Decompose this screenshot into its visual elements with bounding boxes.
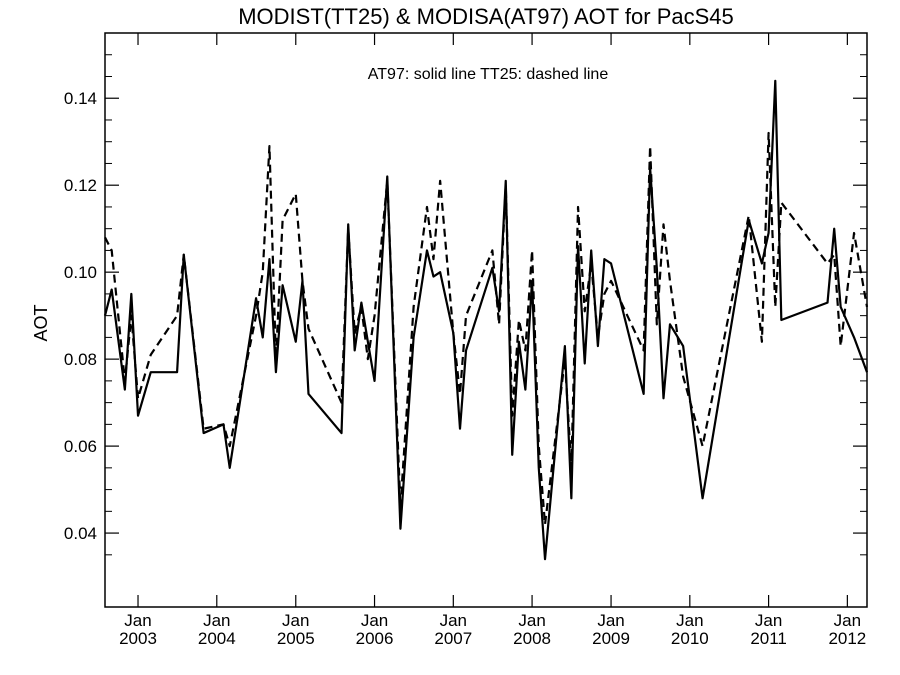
y-axis: 0.04 0.06 0.08 0.10 0.12 0.14: [64, 54, 867, 556]
x-tick-label-month: Jan: [361, 611, 388, 630]
x-axis: Jan2003Jan2004Jan2005Jan2006Jan2007Jan20…: [119, 33, 866, 648]
x-tick-label-year: 2006: [356, 629, 394, 648]
y-tick-label: 0.12: [64, 176, 97, 195]
x-tick-label-month: Jan: [518, 611, 545, 630]
line-style-annotation: AT97: solid line TT25: dashed line: [368, 66, 609, 83]
chart-title: MODIST(TT25) & MODISA(AT97) AOT for PacS…: [238, 4, 734, 29]
x-tick-label-year: 2010: [671, 629, 709, 648]
x-tick-label-year: 2011: [750, 629, 787, 648]
x-tick-label-year: 2012: [828, 629, 866, 648]
x-tick-label-month: Jan: [203, 611, 230, 630]
y-tick-label: 0.08: [64, 350, 97, 369]
x-tick-label-year: 2003: [119, 629, 157, 648]
y-tick-label: 0.14: [64, 89, 97, 108]
x-tick-label-month: Jan: [755, 611, 782, 630]
y-tick-label: 0.10: [64, 263, 97, 282]
y-tick-label: 0.06: [64, 437, 97, 456]
y-axis-label: AOT: [31, 304, 51, 341]
x-tick-label-month: Jan: [124, 611, 151, 630]
x-tick-label-month: Jan: [597, 611, 624, 630]
x-tick-label-month: Jan: [834, 611, 861, 630]
x-tick-label-year: 2009: [592, 629, 630, 648]
x-tick-label-month: Jan: [282, 611, 309, 630]
y-tick-label: 0.04: [64, 524, 97, 543]
x-tick-label-month: Jan: [676, 611, 703, 630]
x-tick-label-year: 2008: [513, 629, 551, 648]
tt25-dashed-series-line: [104, 131, 869, 526]
x-tick-label-year: 2005: [277, 629, 315, 648]
series-layer: [103, 79, 869, 561]
x-tick-label-month: Jan: [440, 611, 467, 630]
plot-frame: [104, 32, 868, 608]
at97-solid-series-line: [103, 79, 869, 561]
x-tick-label-year: 2007: [434, 629, 472, 648]
x-tick-label-year: 2004: [198, 629, 236, 648]
